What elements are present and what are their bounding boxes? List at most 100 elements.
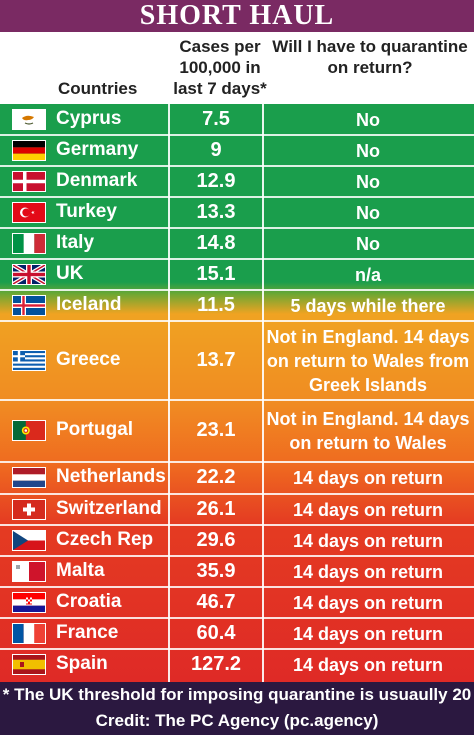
table-row: UK 15.1 n/a: [0, 259, 474, 290]
country-name: Germany: [56, 139, 139, 160]
switzerland-flag-icon: [12, 499, 46, 520]
table-row: Cyprus 7.5 No: [0, 104, 474, 135]
table-row: Iceland 11.5 5 days while there: [0, 290, 474, 321]
country-name: Greece: [56, 349, 121, 370]
table-row: Italy 14.8 No: [0, 228, 474, 259]
table-row: Malta 35.9 14 days on return: [0, 556, 474, 587]
cyprus-flag-icon: [12, 109, 46, 130]
header-countries: Countries: [58, 79, 138, 98]
cases-value: 11.5: [197, 294, 235, 316]
row-divider: [0, 165, 474, 167]
cases-value: 9: [210, 139, 222, 161]
iceland-flag-icon: [12, 295, 46, 316]
row-divider: [0, 461, 474, 463]
country-name: Croatia: [56, 591, 122, 612]
greece-flag-icon: [12, 350, 46, 371]
cases-value: 35.9: [196, 560, 236, 582]
row-divider: [0, 493, 474, 495]
quarantine-value: 14 days on return: [292, 562, 444, 582]
quarantine-value: No: [356, 203, 380, 223]
country-name: Switzerland: [56, 498, 162, 519]
header-cases: Cases per 100,000 in last 7 days*: [173, 37, 267, 98]
table-row: Greece 13.7 Not in England. 14 days on ret…: [0, 321, 474, 400]
row-divider: [0, 555, 474, 557]
cases-value: 46.7: [196, 591, 236, 613]
country-name: Denmark: [56, 170, 138, 191]
row-divider: [0, 134, 474, 136]
turkey-flag-icon: [12, 202, 46, 223]
cases-value: 26.1: [196, 498, 236, 520]
credit: Credit: The PC Agency (pc.agency): [95, 711, 379, 730]
country-name: Cyprus: [56, 108, 122, 129]
cases-value: 7.5: [202, 108, 230, 130]
country-name: Portugal: [56, 419, 134, 440]
denmark-flag-icon: [12, 171, 46, 192]
quarantine-value: 5 days while there: [290, 296, 446, 316]
table-row: Denmark 12.9 No: [0, 166, 474, 197]
row-divider: [0, 227, 474, 229]
cases-value: 15.1: [196, 263, 236, 285]
quarantine-value: No: [356, 234, 380, 254]
table-row: Switzerland 26.1 14 days on return: [0, 494, 474, 525]
footnote: * The UK threshold for imposing quaranti…: [2, 685, 472, 704]
column-divider: [168, 104, 170, 682]
cases-value: 60.4: [196, 622, 236, 644]
portugal-flag-icon: [12, 420, 46, 441]
table-row: Portugal 23.1 Not in England. 14 days on r…: [0, 400, 474, 462]
table-row: Croatia 46.7 14 days on return: [0, 587, 474, 618]
country-name: Malta: [56, 560, 105, 581]
quarantine-value: Not in England. 14 days on return to Wal…: [266, 409, 470, 453]
table-row: Germany 9 No: [0, 135, 474, 166]
cases-value: 23.1: [196, 419, 236, 441]
quarantine-value: No: [356, 172, 380, 192]
country-name: Czech Rep: [56, 529, 154, 550]
netherlands-flag-icon: [12, 467, 46, 488]
page-title: SHORT HAUL: [0, 0, 474, 32]
cases-value: 22.2: [196, 466, 236, 488]
row-divider: [0, 258, 474, 260]
quarantine-value: 14 days on return: [292, 468, 444, 488]
row-divider: [0, 289, 474, 291]
malta-flag-icon: [12, 561, 46, 582]
cases-value: 29.6: [196, 529, 236, 551]
quarantine-value: 14 days on return: [292, 531, 444, 551]
quarantine-value: No: [356, 110, 380, 130]
country-name: France: [56, 622, 119, 643]
italy-flag-icon: [12, 233, 46, 254]
quarantine-value: n/a: [354, 265, 381, 285]
country-name: Spain: [56, 653, 108, 674]
cases-value: 12.9: [196, 170, 236, 192]
country-name: Iceland: [56, 294, 122, 315]
country-name: UK: [56, 263, 84, 284]
country-name: Italy: [56, 232, 95, 253]
row-divider: [0, 196, 474, 198]
spain-flag-icon: [12, 654, 46, 675]
row-divider: [0, 399, 474, 401]
country-table: Cyprus 7.5 No Germany 9 No Denmark 12.9 No Turkey…: [0, 104, 474, 682]
czech-flag-icon: [12, 530, 46, 551]
quarantine-value: Not in England. 14 days on return to Wal…: [266, 327, 470, 395]
cases-value: 14.8: [196, 232, 236, 254]
footer: * The UK threshold for imposing quaranti…: [0, 682, 474, 735]
table-row: Spain 127.2 14 days on return: [0, 649, 474, 680]
cases-value: 127.2: [190, 653, 242, 675]
quarantine-value: 14 days on return: [292, 655, 444, 675]
country-name: Turkey: [56, 201, 117, 222]
germany-flag-icon: [12, 140, 46, 161]
column-divider: [262, 104, 264, 682]
quarantine-value: 14 days on return: [292, 593, 444, 613]
uk-flag-icon: [12, 264, 46, 285]
table-row: Czech Rep 29.6 14 days on return: [0, 525, 474, 556]
header-quarantine: Will I have to quarantine on return?: [272, 37, 468, 77]
country-name: Netherlands: [56, 466, 166, 487]
table-row: Turkey 13.3 No: [0, 197, 474, 228]
row-divider: [0, 617, 474, 619]
row-divider: [0, 648, 474, 650]
table-header: Countries Cases per 100,000 in last 7 da…: [0, 32, 474, 104]
quarantine-value: 14 days on return: [292, 624, 444, 644]
row-divider: [0, 524, 474, 526]
table-row: Netherlands 22.2 14 days on return: [0, 462, 474, 494]
quarantine-value: 14 days on return: [292, 500, 444, 520]
croatia-flag-icon: [12, 592, 46, 613]
